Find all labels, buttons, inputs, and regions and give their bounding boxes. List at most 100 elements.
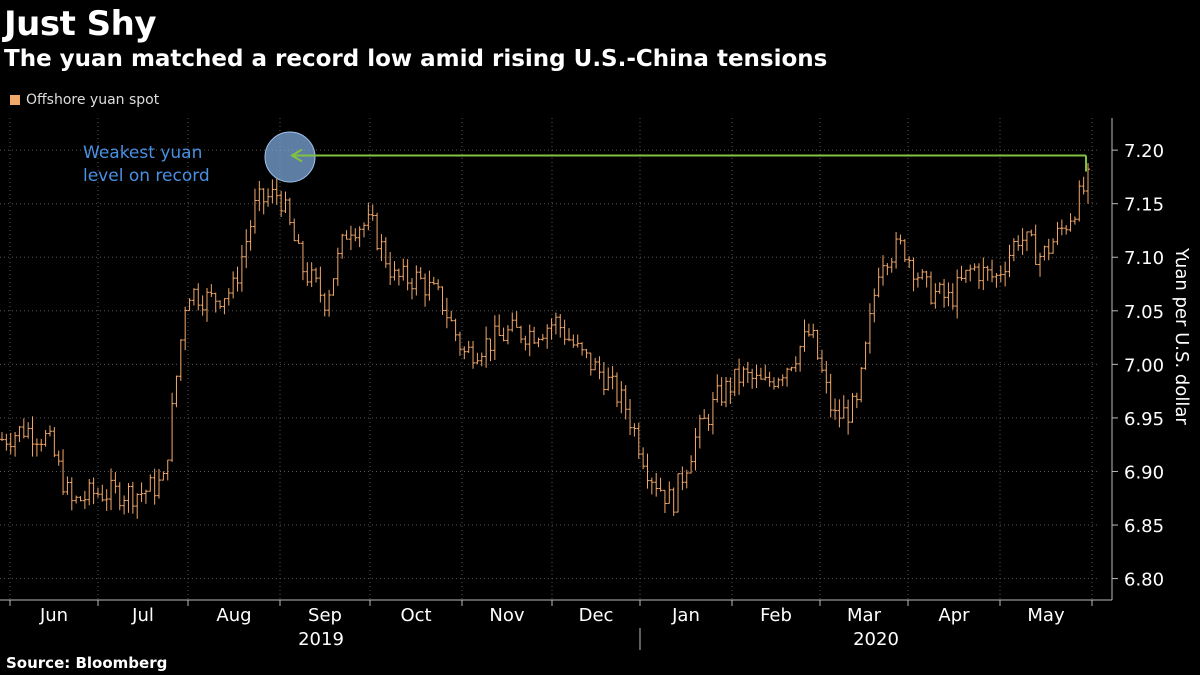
ohlc-bar (174, 375, 179, 408)
ohlc-bar (715, 374, 720, 403)
ohlc-bar (898, 234, 903, 245)
ohlc-bar (671, 487, 676, 516)
ohlc-bar (30, 416, 35, 457)
ohlc-bar (113, 472, 118, 494)
ohlc-bar (139, 482, 144, 503)
chart-legend: Offshore yuan spot (10, 92, 159, 108)
ohlc-bar (170, 392, 175, 462)
ohlc-bar (649, 477, 654, 495)
ohlc-bar (65, 476, 70, 495)
ohlc-bar (584, 348, 589, 359)
ohlc-bar (449, 310, 454, 322)
ohlc-bar (444, 297, 449, 329)
ohlc-bar (881, 255, 886, 286)
ohlc-bar (981, 257, 986, 291)
ohlc-bar (1046, 238, 1051, 261)
ohlc-bar (91, 477, 96, 505)
ohlc-bar (414, 265, 419, 296)
ohlc-bar (523, 335, 528, 351)
ohlc-bar (1064, 225, 1069, 235)
chart-title: Just Shy (4, 4, 157, 44)
ohlc-bar (828, 373, 833, 418)
ohlc-bar (287, 197, 292, 226)
ohlc-bar (218, 300, 223, 309)
ohlc-bar (1077, 180, 1082, 222)
ohlc-bar (728, 377, 733, 404)
x-tick-label: Oct (400, 605, 431, 626)
ohlc-bar (222, 298, 227, 315)
ohlc-bar (628, 399, 633, 436)
ohlc-bar (209, 284, 214, 298)
ohlc-bar (292, 218, 297, 242)
ohlc-bar (248, 220, 253, 251)
ohlc-bar (676, 473, 681, 513)
ohlc-bar (479, 352, 484, 367)
ohlc-bar (148, 474, 153, 492)
ohlc-bar (409, 278, 414, 300)
ohlc-bar (636, 422, 641, 459)
ohlc-bar (375, 212, 380, 251)
ohlc-bar (191, 288, 196, 306)
ohlc-bar (1033, 224, 1038, 266)
ohlc-bar (244, 229, 249, 269)
ohlc-bar (388, 251, 393, 285)
ohlc-bar (689, 455, 694, 474)
ohlc-bar (894, 231, 899, 269)
ohlc-bar (549, 318, 554, 340)
ohlc-bar (697, 414, 702, 449)
ohlc-bar (632, 423, 637, 437)
ohlc-bar (78, 496, 83, 502)
ohlc-bar (122, 495, 127, 515)
ohlc-bar (427, 270, 432, 301)
ohlc-bar (117, 482, 122, 511)
ohlc-bar (471, 340, 476, 369)
ohlc-bar (623, 385, 628, 420)
year-label-2020: 2020 (853, 629, 899, 650)
year-label-2019: 2019 (298, 629, 344, 650)
ohlc-bar (61, 449, 66, 495)
ohlc-bar (143, 489, 148, 504)
ohlc-bar (540, 334, 545, 341)
ohlc-bar (859, 367, 864, 403)
chart-subtitle: The yuan matched a record low amid risin… (4, 46, 828, 72)
ohlc-bar (135, 493, 140, 519)
ohlc-bar (261, 188, 266, 215)
ohlc-bar (1051, 238, 1056, 254)
ohlc-bar (819, 349, 824, 373)
x-tick-label: Mar (847, 605, 882, 626)
ohlc-bar (436, 279, 441, 291)
ohlc-bar (353, 228, 358, 242)
ohlc-bar (641, 447, 646, 470)
ohlc-bar (187, 298, 192, 312)
ohlc-bar (109, 468, 114, 511)
ohlc-bar (87, 478, 92, 506)
ohlc-bar (780, 374, 785, 387)
ohlc-bar (431, 276, 436, 285)
x-tick-label: Apr (938, 605, 970, 626)
ohlc-bar (362, 222, 366, 238)
ohlc-bar (854, 392, 859, 409)
ohlc-bar (370, 204, 375, 221)
y-tick-label: 7.20 (1124, 141, 1164, 162)
ohlc-bar (771, 377, 776, 390)
x-axis: Jun Jul Aug Sep Oct Nov Dec Jan Feb Mar Apr May 2019… (0, 599, 1112, 650)
ohlc-bar (571, 334, 576, 348)
record-arrow-head (290, 148, 303, 163)
ohlc-bar (152, 468, 157, 505)
ohlc-bar (998, 265, 1003, 283)
y-tick-label: 6.90 (1124, 462, 1164, 483)
ohlc-bar (396, 268, 401, 286)
ohlc-bar (178, 339, 183, 381)
ohlc-bar (1020, 228, 1025, 255)
ohlc-bar (719, 377, 724, 406)
ohlc-bar (566, 328, 571, 342)
ohlc-bar (545, 324, 550, 349)
ohlc-bar (200, 295, 205, 316)
ohlc-bar (130, 481, 135, 514)
ohlc-bar (165, 459, 170, 481)
y-axis: 6.80 6.85 6.90 6.95 7.00 7.05 7.10 7.15 7.20 Yuan… (1111, 118, 1192, 600)
x-tick-label: Jun (39, 605, 68, 626)
ohlc-bar (601, 362, 606, 396)
ohlc-bar (104, 489, 109, 511)
